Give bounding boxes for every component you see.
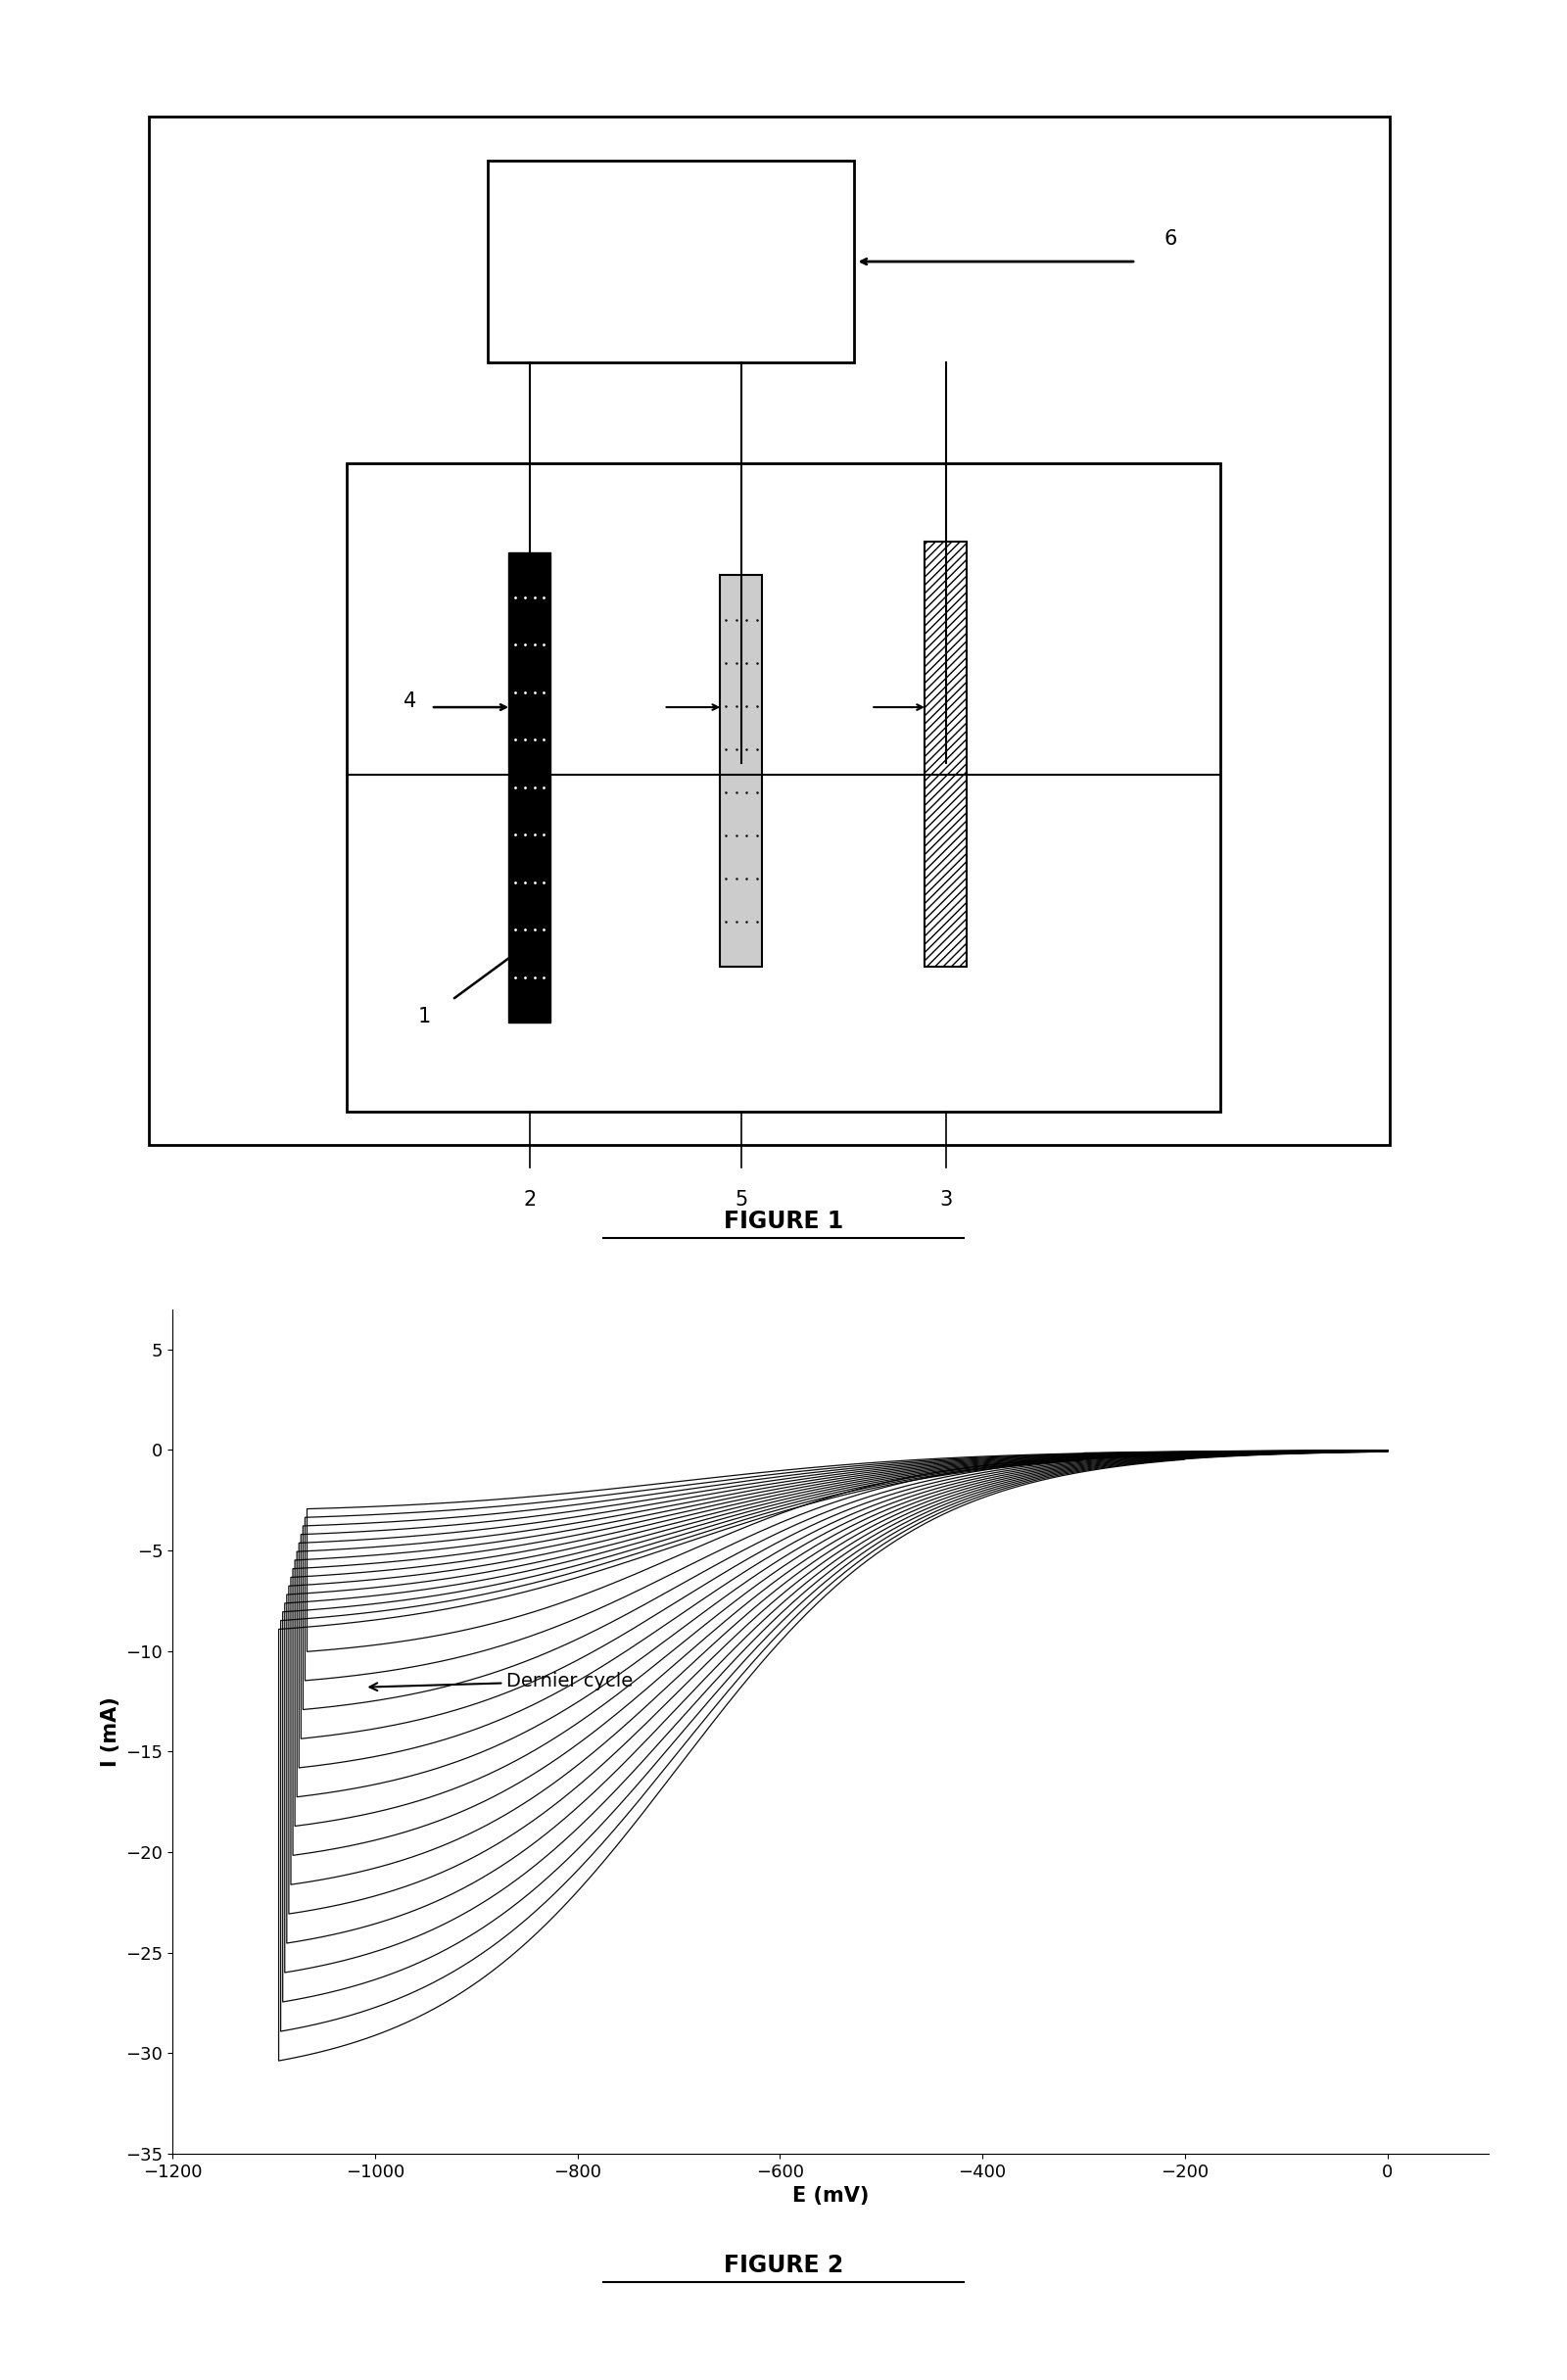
X-axis label: E (mV): E (mV) — [793, 2187, 868, 2206]
Bar — [487, 162, 854, 362]
Y-axis label: I (mA): I (mA) — [100, 1697, 121, 1766]
Text: 3: 3 — [939, 1190, 953, 1209]
Text: FIGURE 1: FIGURE 1 — [724, 1209, 843, 1233]
Text: FIGURE 2: FIGURE 2 — [724, 2254, 843, 2278]
Text: 6: 6 — [1164, 228, 1177, 250]
Text: 5: 5 — [735, 1190, 747, 1209]
Text: 4: 4 — [404, 693, 417, 712]
Bar — [508, 552, 552, 1023]
Text: Dernier cycle: Dernier cycle — [370, 1671, 633, 1690]
Bar — [925, 540, 967, 966]
Bar — [149, 117, 1390, 1145]
Bar — [721, 574, 762, 966]
Text: 1: 1 — [418, 1007, 431, 1026]
Bar — [346, 464, 1221, 1111]
Text: 2: 2 — [523, 1190, 536, 1209]
